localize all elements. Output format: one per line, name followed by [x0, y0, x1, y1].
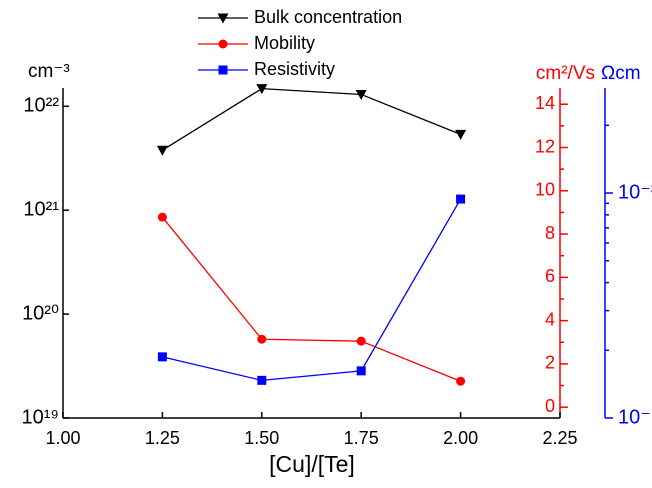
y2-tick-label: 8 — [545, 223, 555, 243]
legend-label: Mobility — [254, 33, 315, 53]
marker — [355, 89, 367, 100]
x-tick-label: 1.75 — [344, 428, 379, 448]
marker — [218, 65, 228, 75]
y2-tick-label: 14 — [535, 93, 555, 113]
marker — [455, 129, 467, 140]
legend-label: Resistivity — [254, 59, 335, 79]
y3-axis-label: Ωcm — [601, 63, 641, 84]
y3-tick-label: 10⁻³ — [618, 181, 652, 203]
marker — [157, 212, 167, 222]
y2-tick-label: 0 — [545, 396, 555, 416]
marker — [456, 376, 466, 386]
x-tick-label: 2.00 — [443, 428, 478, 448]
marker — [217, 13, 229, 24]
marker — [156, 145, 168, 156]
marker — [257, 375, 267, 385]
x-tick-label: 1.25 — [145, 428, 180, 448]
x-tick-label: 1.50 — [244, 428, 279, 448]
series-line — [161, 216, 461, 382]
marker — [456, 194, 466, 204]
y-tick-label: 10²² — [23, 95, 59, 117]
marker — [256, 84, 268, 95]
marker — [356, 366, 366, 376]
series-line — [162, 198, 462, 382]
legend-label: Bulk concentration — [254, 7, 402, 27]
marker — [356, 336, 366, 346]
x-axis-label: [Cu]/[Te] — [269, 451, 355, 477]
x-tick-label: 1.00 — [45, 428, 80, 448]
y-tick-label: 10²⁰ — [22, 302, 59, 324]
y2-tick-label: 10 — [535, 180, 555, 200]
y2-tick-label: 6 — [545, 266, 555, 286]
marker — [257, 334, 267, 344]
marker — [157, 352, 167, 362]
marker — [218, 39, 228, 49]
y3-tick-label: 10⁻⁴ — [618, 406, 652, 428]
y2-axis-label: cm²/Vs — [536, 63, 595, 84]
y2-tick-label: 4 — [545, 309, 555, 329]
series-line — [162, 87, 461, 151]
y-axis-label: cm⁻³ — [28, 61, 70, 82]
y2-tick-label: 2 — [545, 353, 555, 373]
y2-tick-label: 12 — [535, 136, 555, 156]
x-tick-label: 2.25 — [542, 428, 577, 448]
y-tick-label: 10¹⁹ — [22, 406, 59, 428]
y-tick-label: 10²¹ — [23, 198, 59, 220]
